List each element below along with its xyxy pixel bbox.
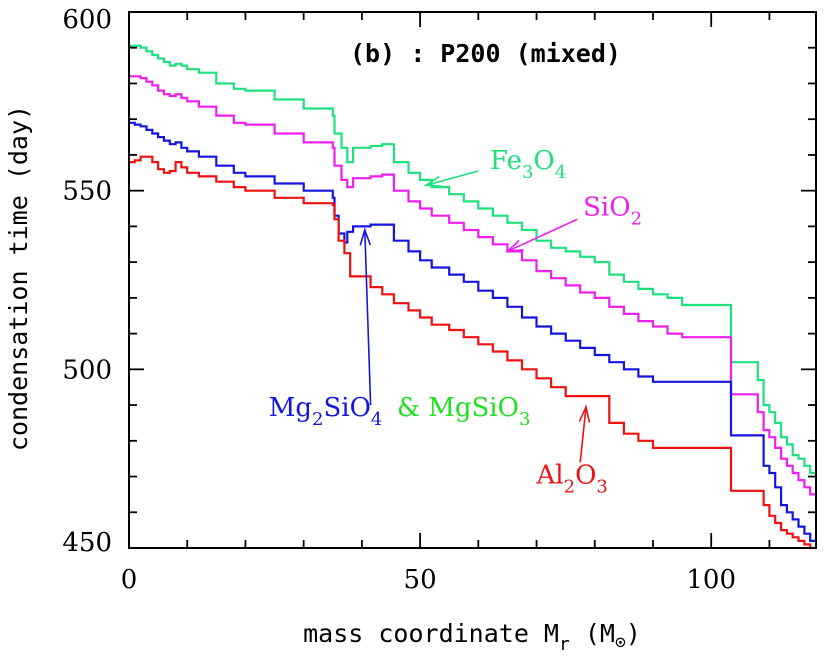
plot-frame [128, 11, 817, 549]
annotation-arrowhead-al2o3 [578, 404, 591, 423]
annotation-al2o3-part: 3 [596, 477, 607, 498]
annotation-mgsio3-part: & MgSiO [397, 393, 519, 423]
annotation-fe3o4-part: Fe [490, 146, 522, 176]
annotation-arrowhead-fe3o4 [423, 175, 442, 187]
annotation-fe3o4-part: O [533, 146, 554, 176]
annotation-mg2sio4-part: Mg [269, 393, 312, 423]
annotation-arrow-sio2 [507, 218, 578, 253]
x-axis-label-sub: r [559, 634, 570, 655]
y-tick-label: 600 [62, 5, 112, 35]
x-axis-label-unit-sub: ⊙ [615, 632, 626, 653]
chart-title: (b) : P200 (mixed) [350, 39, 621, 68]
annotation-mg2sio4: Mg2SiO4 [269, 393, 383, 430]
annotation-fe3o4: Fe3O4 [490, 146, 566, 183]
annotation-sio2-part: SiO [583, 193, 630, 223]
y-tick-label: 550 [62, 177, 112, 207]
annotation-al2o3-part: O [575, 461, 596, 491]
annotation-al2o3-part: 2 [564, 477, 575, 498]
annotation-al2o3: Al2O3 [536, 461, 608, 498]
series-line-fe3o4 [129, 44, 816, 475]
x-axis-label: mass coordinate Mr (M⊙) [303, 619, 641, 655]
annotation-sio2: SiO2 [583, 193, 642, 230]
x-axis-label-unit-open: (M [570, 619, 615, 648]
annotation-mgsio3: & MgSiO3 [397, 393, 531, 430]
y-tick-label: 500 [62, 355, 112, 385]
axis-ticks [128, 11, 816, 549]
annotation-mg2sio4-part: SiO [323, 393, 370, 423]
x-tick-label: 0 [121, 565, 138, 595]
annotation-fe3o4-part: 3 [522, 162, 533, 183]
annotation-mg2sio4-part: 2 [312, 409, 323, 430]
series-line-mg2sio4 [129, 121, 816, 542]
annotation-sio2-part: 2 [631, 209, 642, 230]
annotation-fe3o4-part: 4 [555, 162, 566, 183]
annotation-mg2sio4-part: 4 [371, 409, 382, 430]
annotation-arrow-fe3o4 [425, 170, 479, 187]
series-line-sio2 [129, 75, 816, 496]
series-line-al2o3 [129, 155, 816, 550]
annotation-arrow-al2o3 [579, 406, 587, 463]
x-tick-label: 100 [686, 565, 736, 595]
tick-labels: 0 50 100 450 500 550 600 [62, 5, 736, 595]
annotation-arrow-mg2sio4 [363, 229, 372, 406]
annotation-arrowhead-sio2 [505, 239, 524, 253]
annotation-arrowhead-mg2sio4 [359, 227, 372, 246]
series-lines [129, 44, 816, 550]
x-tick-label: 50 [404, 565, 437, 595]
y-axis-label: condensation time (day) [4, 105, 33, 451]
y-tick-label: 450 [62, 528, 112, 558]
annotation-al2o3-part: Al [536, 461, 564, 491]
x-axis-label-unit-close: ) [626, 619, 641, 648]
annotation-mgsio3-part: 3 [519, 409, 530, 430]
x-axis-label-main: mass coordinate M [303, 619, 559, 648]
